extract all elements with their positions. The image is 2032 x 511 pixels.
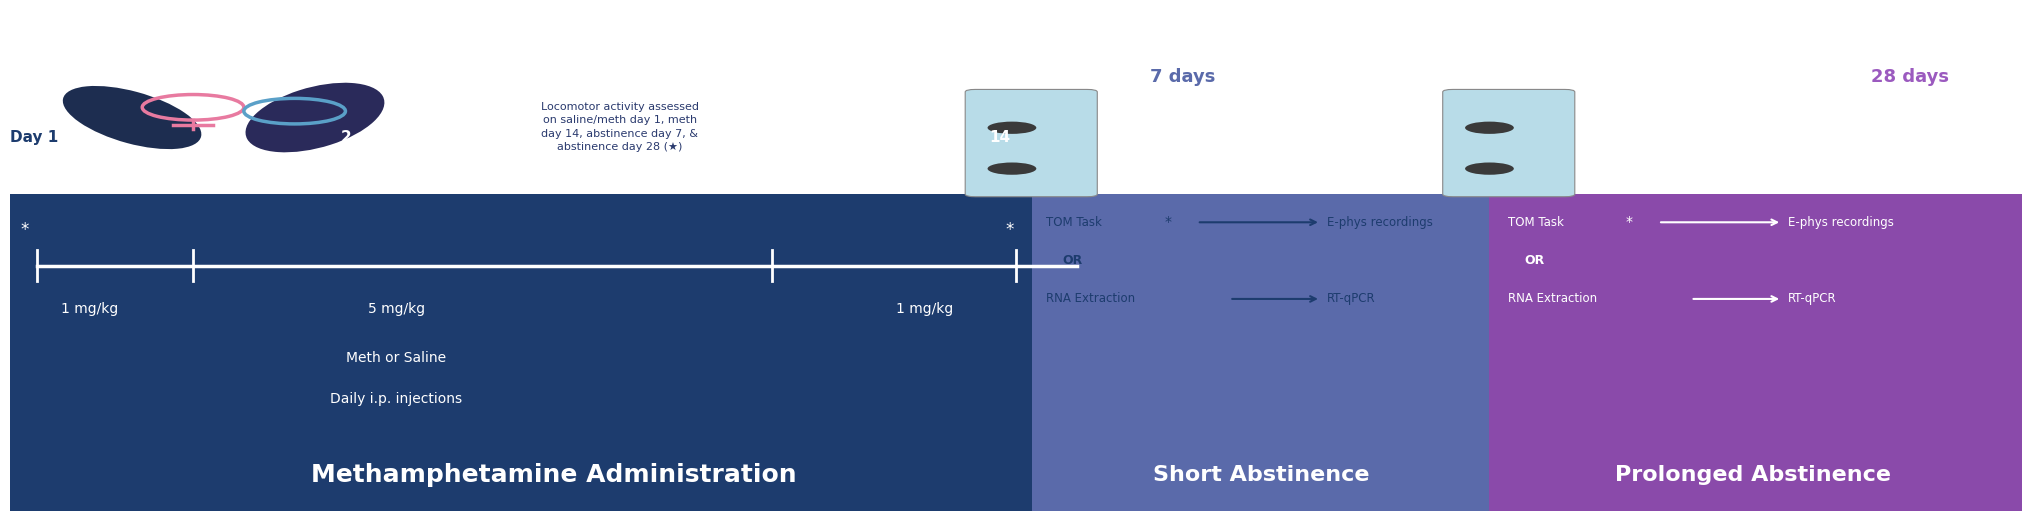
Text: OR: OR (1063, 254, 1083, 267)
Text: Daily i.p. injections: Daily i.p. injections (329, 391, 463, 406)
Text: Methamphetamine Administration: Methamphetamine Administration (311, 463, 797, 487)
Text: RNA Extraction: RNA Extraction (1046, 292, 1136, 306)
FancyBboxPatch shape (965, 89, 1097, 197)
Text: Locomotor activity assessed
on saline/meth day 1, meth
day 14, abstinence day 7,: Locomotor activity assessed on saline/me… (541, 102, 699, 152)
Text: 5 mg/kg: 5 mg/kg (368, 302, 425, 316)
FancyBboxPatch shape (1443, 89, 1575, 197)
Bar (1483, 194, 2022, 511)
Text: 14: 14 (990, 130, 1010, 146)
Text: Prolonged Abstinence: Prolonged Abstinence (1615, 465, 1890, 485)
Bar (1032, 194, 1489, 511)
Text: E-phys recordings: E-phys recordings (1327, 216, 1433, 229)
Text: *: * (1626, 215, 1632, 229)
Ellipse shape (246, 83, 384, 152)
Circle shape (1465, 162, 1514, 175)
Circle shape (1465, 122, 1514, 134)
Text: TOM Task: TOM Task (1508, 216, 1563, 229)
Text: Day 1: Day 1 (10, 130, 59, 146)
Text: *: * (20, 221, 28, 239)
Text: RT-qPCR: RT-qPCR (1788, 292, 1837, 306)
Text: OR: OR (1524, 254, 1544, 267)
Circle shape (988, 122, 1036, 134)
Text: 1 mg/kg: 1 mg/kg (896, 302, 953, 316)
Text: RNA Extraction: RNA Extraction (1508, 292, 1597, 306)
Bar (10, 194, 1097, 511)
Text: *: * (1164, 215, 1170, 229)
Text: 2 – 13: 2 – 13 (341, 130, 390, 146)
Circle shape (988, 162, 1036, 175)
Text: TOM Task: TOM Task (1046, 216, 1101, 229)
Text: 7 days: 7 days (1150, 67, 1215, 86)
Text: RT-qPCR: RT-qPCR (1327, 292, 1376, 306)
Ellipse shape (63, 86, 201, 149)
Text: 1 mg/kg: 1 mg/kg (61, 302, 118, 316)
Text: Short Abstinence: Short Abstinence (1152, 465, 1370, 485)
Text: Meth or Saline: Meth or Saline (345, 351, 447, 365)
Text: 28 days: 28 days (1871, 67, 1949, 86)
Text: E-phys recordings: E-phys recordings (1788, 216, 1894, 229)
Text: *: * (1006, 221, 1014, 239)
